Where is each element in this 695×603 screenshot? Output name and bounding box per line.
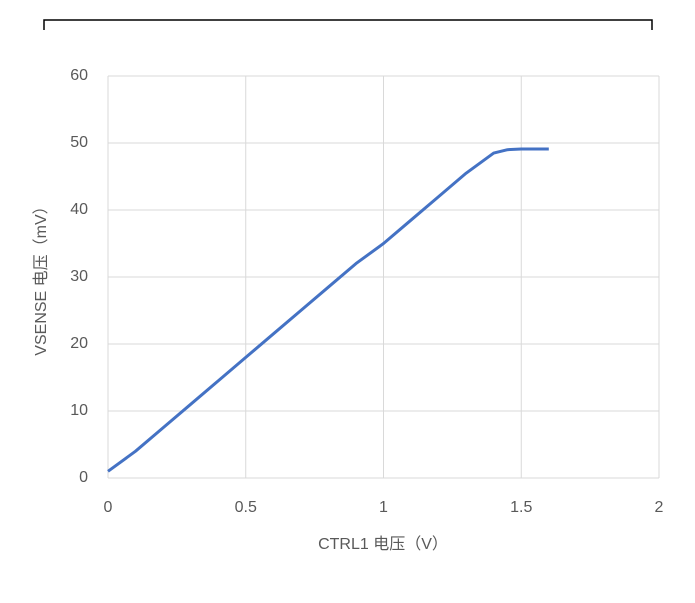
x-tick-label: 1.5	[510, 499, 532, 516]
x-tick-label: 1	[379, 499, 388, 516]
data-line	[107, 147, 549, 473]
x-tick-label: 0.5	[235, 499, 257, 516]
x-axis-label: CTRL1 电压（V）	[318, 535, 448, 553]
x-tick-label: 0	[104, 499, 113, 516]
y-tick-label: 50	[70, 134, 88, 151]
y-tick-label: 20	[70, 335, 88, 352]
frame-bracket	[43, 19, 653, 30]
y-tick-label: 0	[79, 469, 88, 486]
x-tick-label: 2	[655, 499, 664, 516]
y-tick-label: 60	[70, 67, 88, 84]
y-tick-label: 30	[70, 268, 88, 285]
y-tick-label: 10	[70, 402, 88, 419]
y-tick-label: 40	[70, 201, 88, 218]
y-axis-label: VSENSE 电压（mV）	[32, 198, 50, 355]
